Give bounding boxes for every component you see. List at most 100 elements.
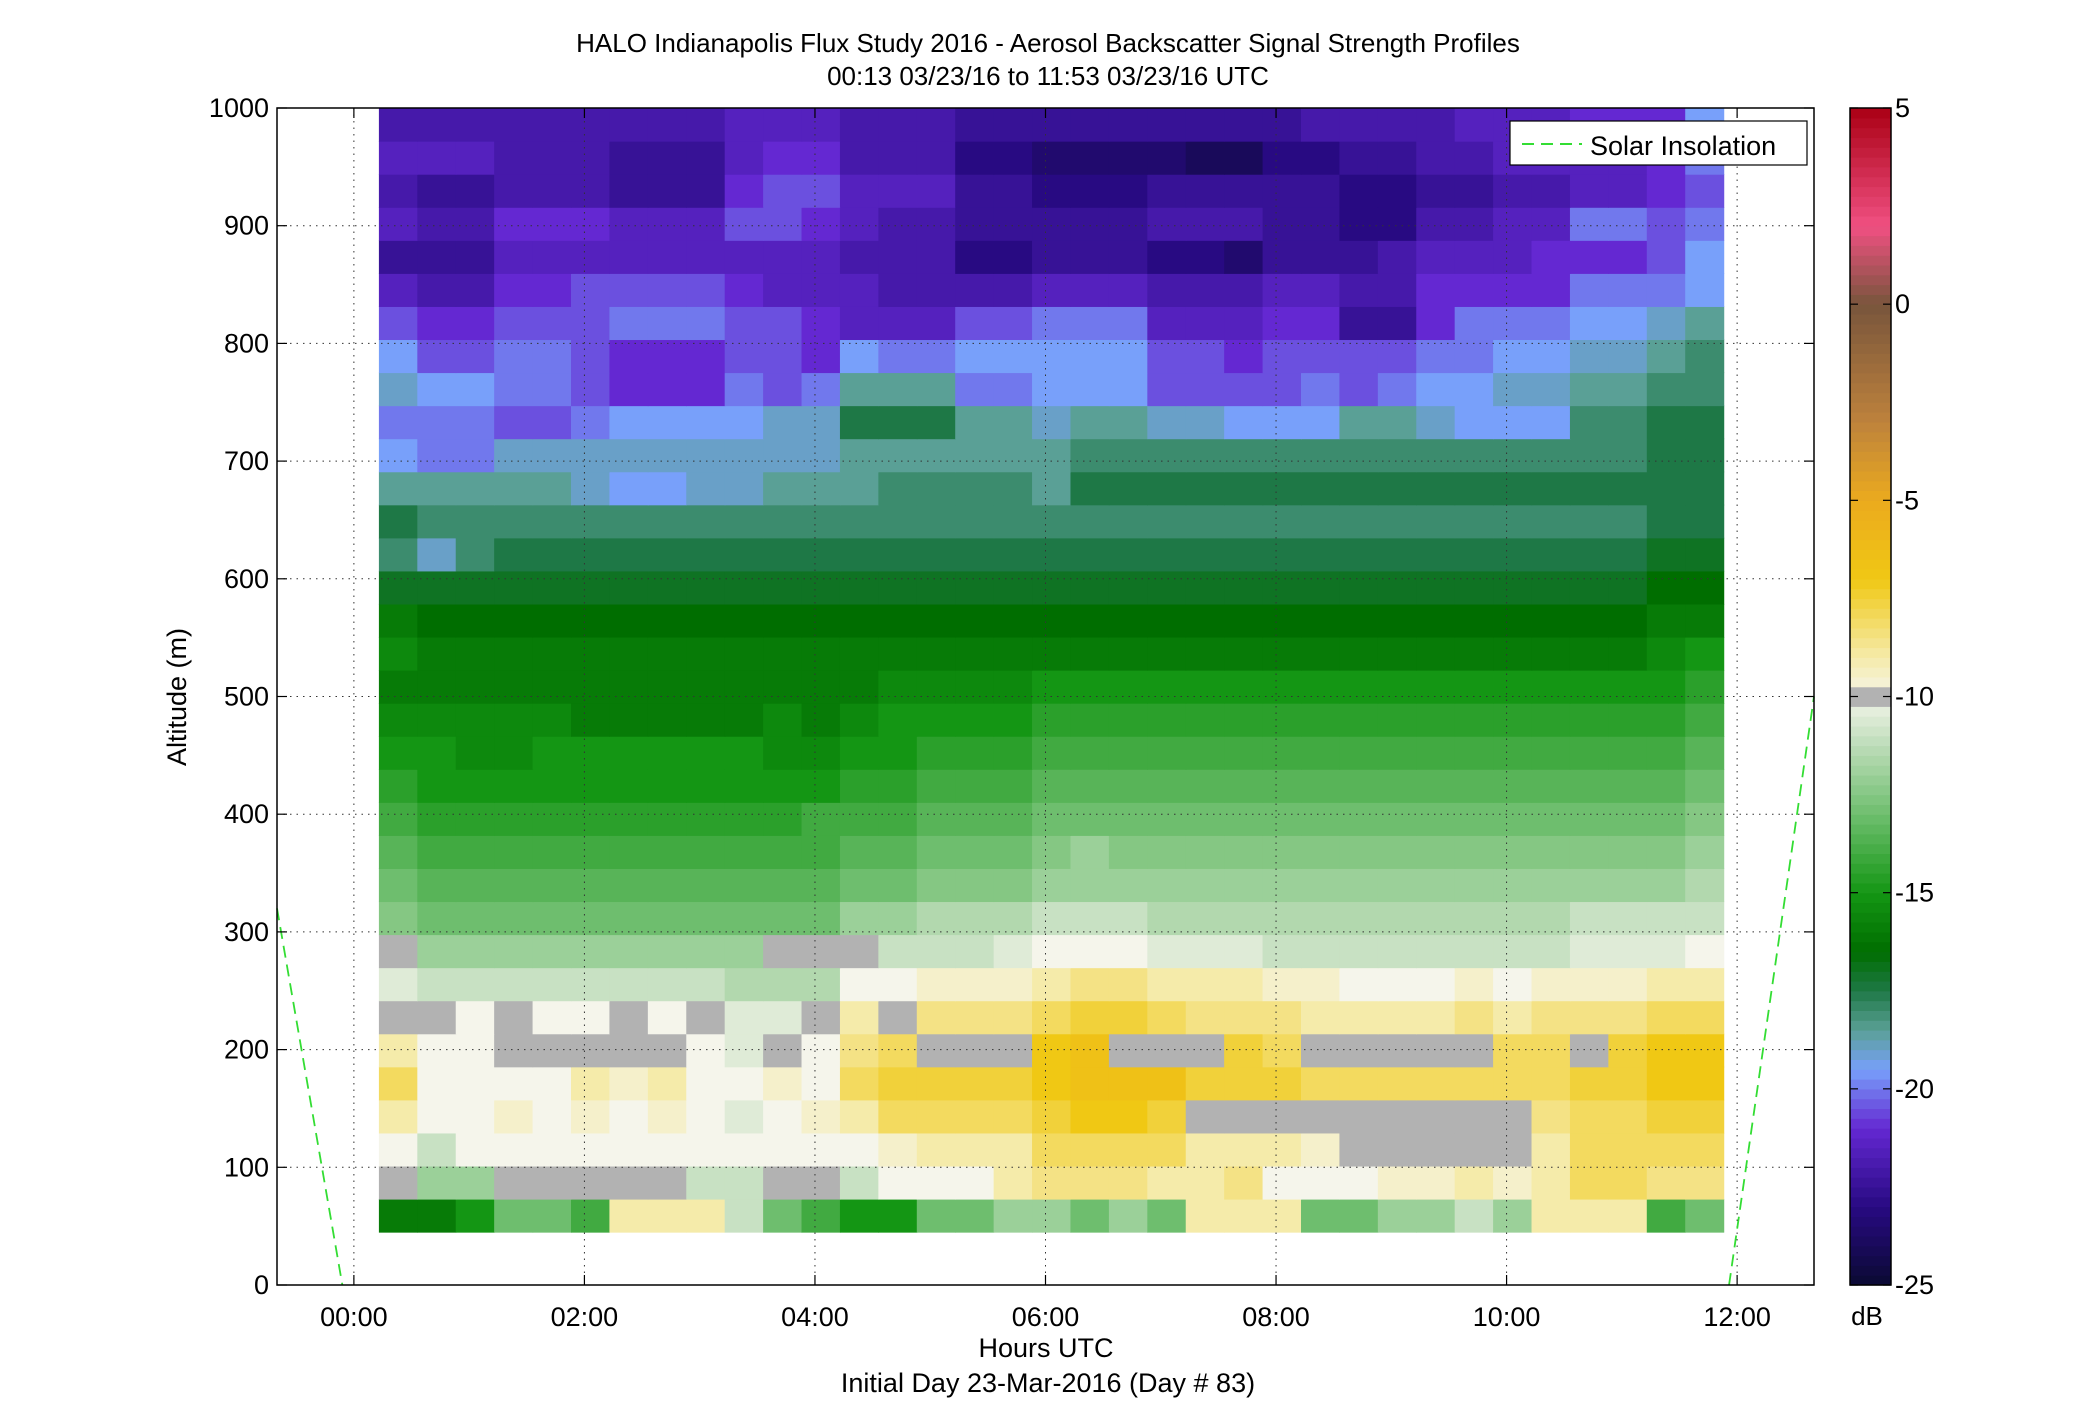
heatmap-cell: [763, 1132, 803, 1167]
heatmap-cell: [1224, 1132, 1264, 1167]
heatmap-cell: [955, 934, 995, 969]
heatmap-cell: [1147, 670, 1187, 704]
colorbar-step: [1850, 382, 1891, 394]
heatmap-cell: [993, 1033, 1033, 1068]
heatmap-cell: [1685, 670, 1725, 704]
heatmap-cell: [878, 108, 918, 142]
heatmap-cell: [878, 1000, 918, 1035]
y-tick-label: 900: [224, 211, 269, 241]
legend: Solar Insolation: [1509, 120, 1808, 166]
heatmap-cell: [1608, 174, 1648, 208]
heatmap-cell: [1531, 405, 1571, 440]
heatmap-cell: [609, 835, 649, 869]
heatmap-cell: [1147, 306, 1187, 341]
heatmap-cell: [724, 339, 764, 374]
colorbar-step: [1850, 1128, 1891, 1139]
heatmap-cell: [839, 835, 879, 869]
heatmap-cell: [1416, 141, 1456, 175]
heatmap-cell: [1493, 802, 1533, 836]
heatmap-cell: [571, 670, 611, 704]
heatmap-cell: [378, 273, 418, 307]
heatmap-cell: [1531, 339, 1571, 374]
heatmap-cell: [1032, 835, 1072, 869]
heatmap-cell: [455, 174, 495, 208]
heatmap-cell: [1608, 1198, 1648, 1233]
colorbar-step: [1850, 441, 1891, 452]
heatmap-cell: [1685, 1165, 1725, 1200]
heatmap-cell: [724, 306, 764, 341]
heatmap-cell: [839, 504, 879, 539]
heatmap-cell: [763, 670, 803, 704]
solar-insolation-line: [276, 908, 344, 1286]
heatmap-cell: [1262, 339, 1302, 374]
heatmap-cell: [1454, 967, 1494, 1002]
heatmap-cell: [1493, 769, 1533, 803]
heatmap-cell: [455, 207, 495, 241]
heatmap-cell: [1339, 1033, 1379, 1068]
heatmap-cell: [609, 1132, 649, 1167]
colorbar-step: [1850, 814, 1891, 825]
heatmap-cell: [1608, 1033, 1648, 1068]
heatmap-cell: [1493, 1165, 1533, 1200]
heatmap-cell: [801, 901, 841, 936]
heatmap-cell: [1377, 108, 1417, 142]
heatmap-cell: [878, 1099, 918, 1134]
heatmap-cell: [417, 1165, 457, 1200]
heatmap-cell: [724, 1165, 764, 1200]
heatmap-cell: [1493, 438, 1533, 473]
colorbar-tick-label: 0: [1895, 289, 1910, 319]
heatmap-cell: [724, 670, 764, 704]
heatmap-cell: [494, 769, 534, 803]
heatmap-cell: [1301, 703, 1341, 737]
heatmap-cell: [1493, 1198, 1533, 1233]
colorbar-step: [1850, 608, 1891, 619]
heatmap-cell: [455, 438, 495, 473]
heatmap-cell: [955, 603, 995, 638]
heatmap-cell: [571, 240, 611, 274]
heatmap-cell: [1185, 273, 1225, 307]
heatmap-cell: [916, 438, 956, 473]
heatmap-cell: [724, 1033, 764, 1068]
heatmap-cell: [609, 537, 649, 572]
heatmap-cell: [1531, 1198, 1571, 1233]
colorbar-step: [1850, 284, 1891, 295]
colorbar-step: [1850, 618, 1891, 629]
heatmap-cell: [1608, 901, 1648, 936]
heatmap-cell: [532, 174, 572, 208]
heatmap-cell: [1569, 1033, 1609, 1068]
chart-title: HALO Indianapolis Flux Study 2016 - Aero…: [576, 28, 1520, 58]
colorbar-step: [1850, 264, 1891, 276]
heatmap-cell: [724, 1198, 764, 1233]
heatmap-cell: [801, 306, 841, 341]
heatmap-cell: [955, 703, 995, 737]
heatmap-cell: [1185, 240, 1225, 274]
heatmap-cell: [686, 901, 726, 936]
heatmap-cell: [1032, 868, 1072, 903]
colorbar-step: [1850, 765, 1891, 776]
heatmap-cell: [1108, 1066, 1148, 1101]
heatmap-cell: [1685, 570, 1725, 605]
heatmap-cell: [878, 504, 918, 539]
heatmap-cell: [1301, 141, 1341, 175]
heatmap-cell: [1032, 1066, 1072, 1101]
heatmap-cell: [916, 1033, 956, 1068]
heatmap-cell: [1454, 207, 1494, 241]
heatmap-cell: [417, 1033, 457, 1068]
heatmap-cell: [839, 736, 879, 770]
heatmap-cell: [1685, 1132, 1725, 1167]
heatmap-cell: [1339, 1165, 1379, 1200]
heatmap-cell: [763, 405, 803, 440]
heatmap-cell: [1070, 1132, 1110, 1167]
heatmap-cell: [1454, 802, 1494, 836]
heatmap-cell: [494, 372, 534, 407]
heatmap-cell: [993, 306, 1033, 341]
heatmap-cell: [1262, 405, 1302, 440]
heatmap-cell: [1416, 537, 1456, 572]
heatmap-cell: [1070, 636, 1110, 671]
heatmap-cell: [1262, 670, 1302, 704]
colorbar-step: [1850, 1157, 1891, 1168]
colorbar-step: [1850, 1118, 1891, 1129]
heatmap-cell: [1454, 1165, 1494, 1200]
heatmap-cell: [1454, 1033, 1494, 1068]
heatmap-cell: [724, 802, 764, 836]
